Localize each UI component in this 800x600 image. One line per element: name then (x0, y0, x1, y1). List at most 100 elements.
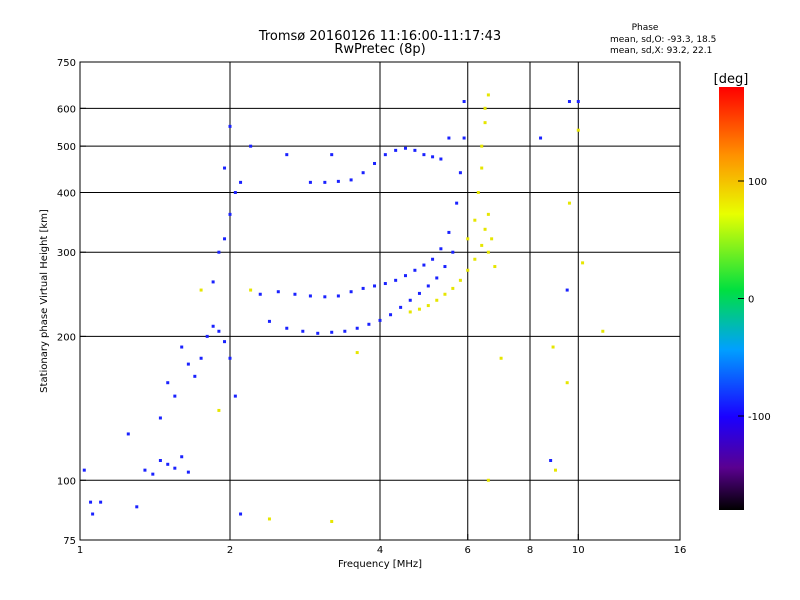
x-tick-label: 6 (465, 545, 471, 556)
data-point-o-mode (233, 190, 237, 194)
data-point-o-mode (223, 166, 227, 170)
data-point-o-mode (549, 458, 553, 462)
data-point-o-mode (293, 292, 297, 296)
data-point-x-mode (486, 250, 490, 254)
data-point-o-mode (408, 298, 412, 302)
data-point-o-mode (211, 280, 215, 284)
data-point-x-mode (330, 519, 334, 523)
data-point-o-mode (249, 144, 253, 148)
data-point-o-mode (383, 153, 387, 157)
data-point-o-mode (439, 157, 443, 161)
x-tick-label: 2 (227, 545, 233, 556)
data-point-x-mode (451, 286, 455, 290)
data-point-x-mode (199, 288, 203, 292)
data-point-o-mode (267, 319, 271, 323)
data-point-o-mode (330, 330, 334, 334)
data-point-o-mode (443, 265, 447, 269)
data-point-x-mode (458, 278, 462, 282)
data-point-o-mode (455, 201, 459, 205)
data-point-o-mode (228, 356, 232, 360)
y-tick-label: 200 (57, 332, 76, 343)
data-point-x-mode (581, 261, 585, 265)
data-point-x-mode (417, 307, 421, 311)
data-point-x-mode (565, 381, 569, 385)
data-point-x-mode (576, 128, 580, 132)
y-tick-label: 750 (57, 58, 76, 69)
colorbar-ticks: 100 0 -100 (738, 177, 771, 423)
data-point-o-mode (173, 394, 177, 398)
data-point-o-mode (422, 263, 426, 267)
data-point-o-mode (126, 432, 130, 436)
data-point-x-mode (499, 356, 503, 360)
data-point-o-mode (435, 276, 439, 280)
data-point-o-mode (217, 329, 221, 333)
data-point-o-mode (223, 237, 227, 241)
data-point-o-mode (308, 294, 312, 298)
data-point-o-mode (239, 512, 243, 516)
x-axis-ticks: 1 2 4 6 8 10 16 (77, 534, 686, 556)
data-point-o-mode (565, 288, 569, 292)
data-point-x-mode (490, 237, 494, 241)
colorbar-tick-label: 0 (748, 295, 754, 306)
data-point-x-mode (483, 106, 487, 110)
stats-header: Phase (632, 23, 659, 33)
data-point-o-mode (205, 334, 209, 338)
x-axis-label: Frequency [MHz] (338, 559, 422, 570)
chart-subtitle: RwPretec (8p) (334, 42, 425, 57)
data-point-x-mode (486, 93, 490, 97)
data-point-x-mode (217, 408, 221, 412)
grid-lines (80, 62, 680, 540)
data-point-o-mode (431, 155, 435, 159)
y-tick-label: 500 (57, 142, 76, 153)
data-point-x-mode (249, 288, 253, 292)
y-axis-ticks: 75 100 200 300 400 500 600 750 (57, 58, 86, 547)
x-tick-label: 1 (77, 545, 83, 556)
data-point-o-mode (285, 326, 289, 330)
data-point-x-mode (486, 212, 490, 216)
data-point-o-mode (199, 356, 203, 360)
data-point-o-mode (447, 230, 451, 234)
data-point-x-mode (553, 468, 557, 472)
data-point-o-mode (228, 212, 232, 216)
y-tick-label: 100 (57, 476, 76, 487)
stats-x-mode: mean, sd,X: 93.2, 22.1 (610, 46, 712, 56)
data-point-o-mode (158, 416, 162, 420)
data-point-x-mode (443, 292, 447, 296)
data-point-x-mode (483, 121, 487, 125)
data-point-o-mode (91, 512, 95, 516)
data-point-o-mode (233, 394, 237, 398)
y-tick-label: 600 (57, 104, 76, 115)
data-point-o-mode (323, 295, 327, 299)
data-point-o-mode (349, 178, 353, 182)
data-point-o-mode (99, 500, 103, 504)
data-point-o-mode (239, 180, 243, 184)
data-point-x-mode (480, 243, 484, 247)
data-point-o-mode (462, 100, 466, 104)
data-point-x-mode (483, 227, 487, 231)
data-point-o-mode (186, 362, 190, 366)
data-point-o-mode (323, 180, 327, 184)
data-point-o-mode (367, 322, 371, 326)
data-point-o-mode (413, 148, 417, 152)
data-point-o-mode (135, 505, 139, 509)
data-point-o-mode (439, 247, 443, 251)
data-point-x-mode (551, 345, 555, 349)
data-point-o-mode (166, 462, 170, 466)
data-point-o-mode (349, 290, 353, 294)
data-point-x-mode (473, 257, 477, 261)
data-point-o-mode (173, 466, 177, 470)
data-point-o-mode (426, 284, 430, 288)
data-point-o-mode (89, 500, 93, 504)
data-point-o-mode (373, 161, 377, 165)
data-point-o-mode (143, 468, 147, 472)
data-point-o-mode (336, 294, 340, 298)
data-point-x-mode (426, 304, 430, 308)
data-point-o-mode (447, 136, 451, 140)
colorbar-label: [deg] (714, 72, 749, 87)
data-point-o-mode (301, 329, 305, 333)
data-point-o-mode (211, 324, 215, 328)
y-tick-label: 300 (57, 248, 76, 259)
x-tick-label: 4 (377, 545, 383, 556)
data-point-o-mode (228, 124, 232, 128)
